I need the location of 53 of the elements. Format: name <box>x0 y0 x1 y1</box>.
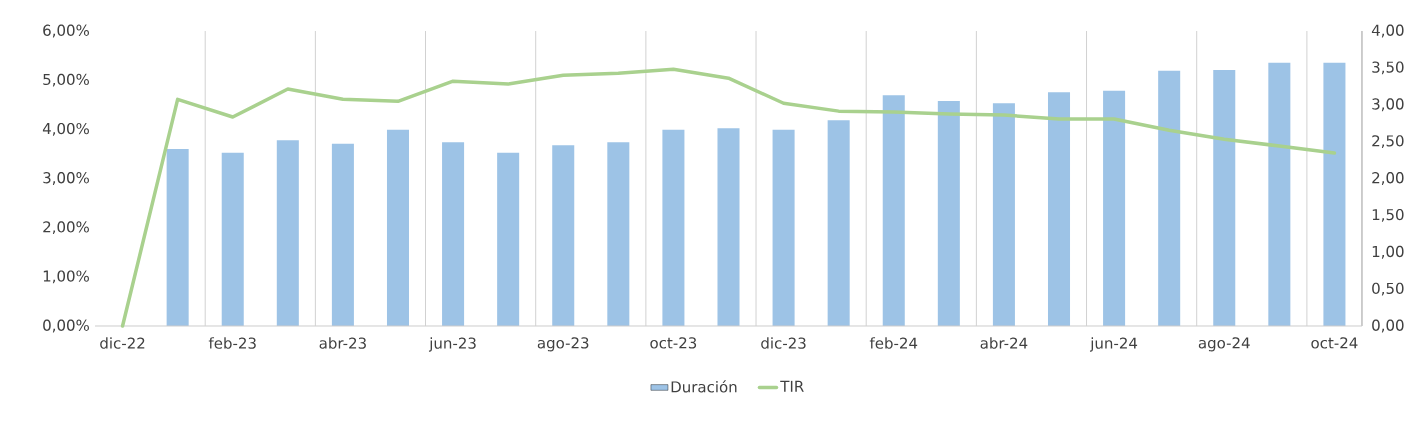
bar <box>882 95 905 326</box>
x-tick-label: abr-23 <box>319 337 366 349</box>
bar <box>607 142 630 326</box>
y-tick-label: 4,00% <box>42 122 89 136</box>
bar <box>1323 62 1346 326</box>
legend-label: TIR <box>780 380 804 392</box>
line-series <box>120 67 1337 328</box>
x-tick-label: ago-24 <box>1198 337 1250 352</box>
x-tick-label: ago-23 <box>537 337 589 352</box>
y2-tick-label: 2,50 <box>1372 135 1404 149</box>
y2-tick-label: 4,00 <box>1371 24 1404 38</box>
bar <box>992 103 1015 326</box>
y-tick-label: 3,00% <box>43 172 89 185</box>
bar <box>1158 70 1181 326</box>
bar <box>937 101 960 326</box>
x-tick-label: dic-22 <box>100 337 145 349</box>
bar <box>166 148 189 326</box>
x-tick-label: dic-23 <box>761 337 806 349</box>
bar <box>276 140 299 326</box>
bar <box>662 129 685 326</box>
y2-tick-label: 2,00 <box>1372 172 1404 185</box>
y-tick-label: 0,00% <box>43 319 89 333</box>
x-tick-label: jun-24 <box>1089 337 1138 352</box>
bar <box>1268 62 1291 326</box>
bar <box>552 145 575 326</box>
x-tick-label: oct-24 <box>1311 337 1358 349</box>
y2-tick-label: 1,50 <box>1372 208 1404 222</box>
y2-tick-label: 3,50 <box>1372 61 1404 75</box>
x-tick-label: abr-24 <box>980 337 1028 349</box>
bar <box>1103 90 1126 326</box>
x-tick-label: oct-23 <box>650 337 697 349</box>
y2-tick-label: 0,50 <box>1372 282 1404 296</box>
bar <box>331 143 354 326</box>
bar <box>442 142 465 326</box>
x-tick-label: feb-23 <box>208 337 256 349</box>
y-tick-label: 1,00% <box>43 270 89 284</box>
x-tick-label: jun-23 <box>428 337 476 352</box>
bar <box>772 129 795 326</box>
bar <box>386 129 409 326</box>
bar <box>827 120 850 326</box>
bar <box>497 152 520 326</box>
y2-tick-label: 3,00 <box>1372 98 1404 112</box>
bar <box>221 152 244 326</box>
bar <box>1047 92 1071 326</box>
bar <box>717 128 740 326</box>
bar <box>1213 70 1236 326</box>
x-tick-label: feb-24 <box>869 337 918 349</box>
y-tick-label: 2,00% <box>43 221 89 235</box>
y-tick-label: 5,00% <box>43 73 89 87</box>
legend-label: Duración <box>671 380 737 393</box>
y2-tick-label: 1,00 <box>1372 245 1404 259</box>
y2-tick-label: 0,00 <box>1372 319 1404 333</box>
y-tick-label: 6,00% <box>43 24 89 38</box>
